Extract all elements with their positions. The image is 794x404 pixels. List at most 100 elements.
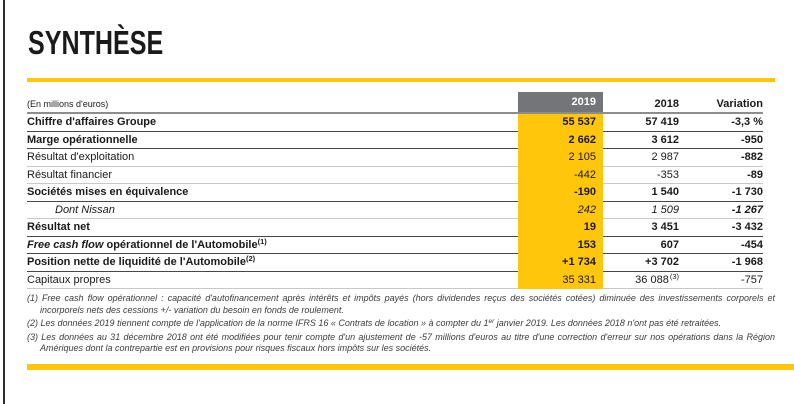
value-variation-text: -1 968 — [731, 256, 763, 268]
value-2018-text: 1 540 — [651, 186, 679, 198]
value-variation-text: -950 — [740, 133, 763, 146]
row-label-footnote-ref: (2) — [245, 254, 256, 263]
row-label-text: Résultat financier — [27, 168, 112, 181]
row-label-text: Résultat net — [27, 221, 90, 233]
row-label-text: Résultat d'exploitation — [27, 151, 135, 163]
table-row: Position nette de liquidité de l'Automob… — [27, 254, 763, 272]
value-2018: 1 540 — [603, 184, 679, 202]
row-label: Résultat financier — [27, 167, 518, 184]
value-2019-text: -190 — [573, 186, 596, 198]
synthesis-table: (En millions d'euros) 2019 2018 Variatio… — [27, 90, 763, 289]
value-2018-text: +3 702 — [645, 256, 679, 268]
value-2019: 242 — [518, 201, 603, 219]
value-2019: 55 537 — [518, 114, 603, 132]
value-2019-text: 35 331 — [562, 273, 596, 286]
value-2018-text: 36 088 — [635, 273, 669, 286]
value-2018: 57 419 — [603, 114, 679, 132]
table-row: Chiffre d'affaires Groupe 55 537 57 419 … — [27, 114, 763, 132]
value-2018-text: 3 612 — [651, 133, 679, 146]
value-variation: -89 — [679, 167, 763, 184]
value-2018: 1 509 — [603, 202, 679, 219]
value-variation: -1 968 — [679, 254, 763, 272]
row-label: Capitaux propres — [27, 272, 518, 289]
table-row: Dont Nissan 242 1 509 -1 267 — [27, 201, 763, 219]
page-title: SYNTHÈSE — [28, 24, 164, 61]
value-2019-text: 19 — [583, 221, 596, 233]
row-label-italic-part: Free cash flow — [27, 238, 104, 251]
value-2019-text: +1 734 — [562, 256, 596, 268]
page-left-border — [3, 0, 5, 404]
value-2019: 2 662 — [518, 131, 603, 149]
value-variation: -454 — [679, 237, 763, 254]
value-variation-text: -882 — [740, 151, 763, 163]
value-2018-text: 1 509 — [651, 203, 679, 216]
value-variation: -882 — [679, 149, 763, 167]
value-2019-text: -442 — [573, 168, 596, 181]
value-variation: -1 730 — [679, 184, 763, 202]
value-2018-text: 3 451 — [651, 221, 679, 233]
value-variation: -3,3 % — [679, 114, 763, 132]
table-body: Chiffre d'affaires Groupe 55 537 57 419 … — [27, 114, 763, 289]
row-label-text: Chiffre d'affaires Groupe — [27, 116, 157, 128]
value-2019-text: 153 — [577, 238, 596, 251]
table-row: Résultat net 19 3 451 -3 432 — [27, 219, 763, 237]
value-2018-text: 2 987 — [651, 151, 679, 163]
table-row: Free cash flow opérationnel de l'Automob… — [27, 236, 763, 254]
value-variation: -757 — [679, 272, 763, 289]
value-2019: 35 331 — [518, 271, 603, 289]
column-header-2019: 2019 — [518, 92, 603, 112]
value-variation-text: -1 730 — [731, 186, 763, 198]
footnote: (1) Free cash flow opérationnel : capaci… — [27, 293, 775, 315]
value-2018: 3 451 — [603, 219, 679, 237]
value-2018: 3 612 — [603, 132, 679, 149]
value-variation: -950 — [679, 132, 763, 149]
row-label: Dont Nissan — [27, 202, 518, 219]
row-label-footnote-ref: (1) — [257, 236, 267, 246]
table-row: Résultat financier -442 -353 -89 — [27, 166, 763, 184]
row-label: Résultat d'exploitation — [27, 149, 518, 167]
value-2018-footnote-ref: (3) — [669, 271, 679, 281]
table-row: Résultat d'exploitation 2 105 2 987 -882 — [27, 149, 763, 167]
value-2018-text: 57 419 — [645, 116, 679, 128]
value-2018: 2 987 — [603, 149, 679, 167]
value-2018-text: -353 — [656, 168, 679, 181]
value-2019: 2 105 — [518, 149, 603, 167]
row-label-text: Dont Nissan — [55, 203, 115, 216]
value-2019: +1 734 — [518, 254, 603, 272]
row-label-text: Marge opérationnelle — [27, 133, 138, 146]
value-variation-text: -3 432 — [731, 221, 763, 233]
unit-label: (En millions d'euros) — [27, 99, 109, 109]
footnotes: (1) Free cash flow opérationnel : capaci… — [27, 293, 775, 357]
value-2019: -442 — [518, 166, 603, 184]
value-variation: -3 432 — [679, 219, 763, 237]
value-2019-text: 55 537 — [562, 116, 596, 128]
row-label: Résultat net — [27, 219, 518, 237]
column-header-2018: 2018 — [654, 98, 679, 110]
row-label: Chiffre d'affaires Groupe — [27, 114, 518, 132]
value-variation-text: -454 — [740, 238, 763, 251]
bottom-accent-bar — [27, 364, 794, 370]
value-2018: +3 702 — [603, 254, 679, 272]
footnote: (3) Les données au 31 décembre 2018 ont … — [27, 331, 775, 354]
value-2019: 153 — [518, 236, 603, 254]
value-variation-text: -3,3 % — [731, 116, 763, 128]
table-header-row: (En millions d'euros) 2019 2018 Variatio… — [27, 90, 763, 114]
row-label: Sociétés mises en équivalence — [27, 184, 518, 202]
value-2018: 36 088(3) — [603, 271, 679, 289]
row-label: Marge opérationnelle — [27, 132, 518, 149]
table-row: Marge opérationnelle 2 662 3 612 -950 — [27, 131, 763, 149]
title-accent-rule — [27, 78, 775, 82]
value-variation: -1 267 — [679, 202, 763, 219]
value-variation-text: -1 267 — [731, 203, 763, 216]
value-2019-text: 242 — [577, 203, 596, 216]
value-variation-text: -757 — [740, 273, 763, 286]
row-label: Position nette de liquidité de l'Automob… — [27, 254, 518, 272]
value-2018-text: 607 — [660, 238, 679, 251]
row-label-text: Sociétés mises en équivalence — [27, 186, 189, 198]
row-label-text: Position nette de liquidité de l'Automob… — [27, 256, 246, 268]
value-2019: -190 — [518, 184, 603, 202]
value-2019: 19 — [518, 219, 603, 237]
footnote: (2) Les données 2019 tiennent compte de … — [27, 318, 722, 328]
table-row: Capitaux propres 35 331 36 088(3) -757 — [27, 271, 763, 289]
